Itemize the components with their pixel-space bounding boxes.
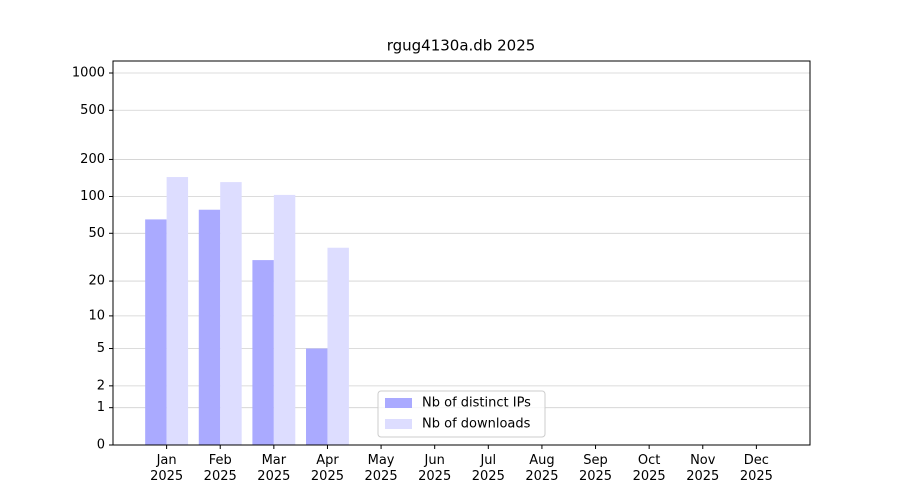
x-tick-label: Apr 2025 — [310, 453, 344, 484]
x-tick-label: Mar 2025 — [257, 453, 291, 484]
y-tick-label: 100 — [80, 189, 105, 204]
legend-box — [377, 390, 546, 438]
bar — [252, 260, 274, 445]
x-tick-label: Jun 2025 — [418, 453, 452, 484]
legend-label: Nb of downloads — [422, 417, 531, 432]
legend-swatch — [385, 398, 412, 408]
y-tick-label: 1 — [97, 400, 105, 415]
y-tick-label: 200 — [80, 152, 105, 167]
bar — [273, 194, 296, 445]
legend-label: Nb of distinct IPs — [422, 396, 531, 411]
y-tick-label: 10 — [88, 308, 105, 323]
y-tick-label: 1000 — [72, 66, 105, 81]
y-tick-label: 20 — [88, 274, 105, 289]
bar — [198, 209, 221, 445]
x-tick-label: Jul 2025 — [471, 453, 505, 484]
x-tick-label: Oct 2025 — [632, 453, 666, 484]
x-tick-label: Nov 2025 — [686, 453, 720, 484]
chart-title: rgug4130a.db 2025 — [387, 37, 536, 55]
bar — [166, 177, 189, 445]
legend-swatch — [385, 419, 412, 429]
bar — [145, 219, 167, 445]
legend: Nb of distinct IPs Nb of downloads — [377, 390, 546, 438]
y-tick-label: 0 — [97, 438, 105, 453]
y-tick-label: 50 — [88, 226, 105, 241]
x-tick-label: Jan 2025 — [150, 453, 184, 484]
bar — [220, 182, 242, 445]
x-tick-label: Sep 2025 — [578, 453, 613, 484]
x-tick-label: May 2025 — [364, 453, 398, 484]
y-tick-label: 2 — [97, 378, 105, 393]
y-tick-label: 5 — [97, 341, 105, 356]
x-tick-label: Aug 2025 — [525, 453, 559, 484]
x-tick-label: Dec 2025 — [739, 453, 773, 484]
plot-frame — [112, 60, 811, 446]
bar — [306, 348, 328, 445]
y-tick-label: 500 — [80, 103, 105, 118]
bar — [327, 247, 349, 445]
x-tick-label: Feb 2025 — [203, 453, 237, 484]
